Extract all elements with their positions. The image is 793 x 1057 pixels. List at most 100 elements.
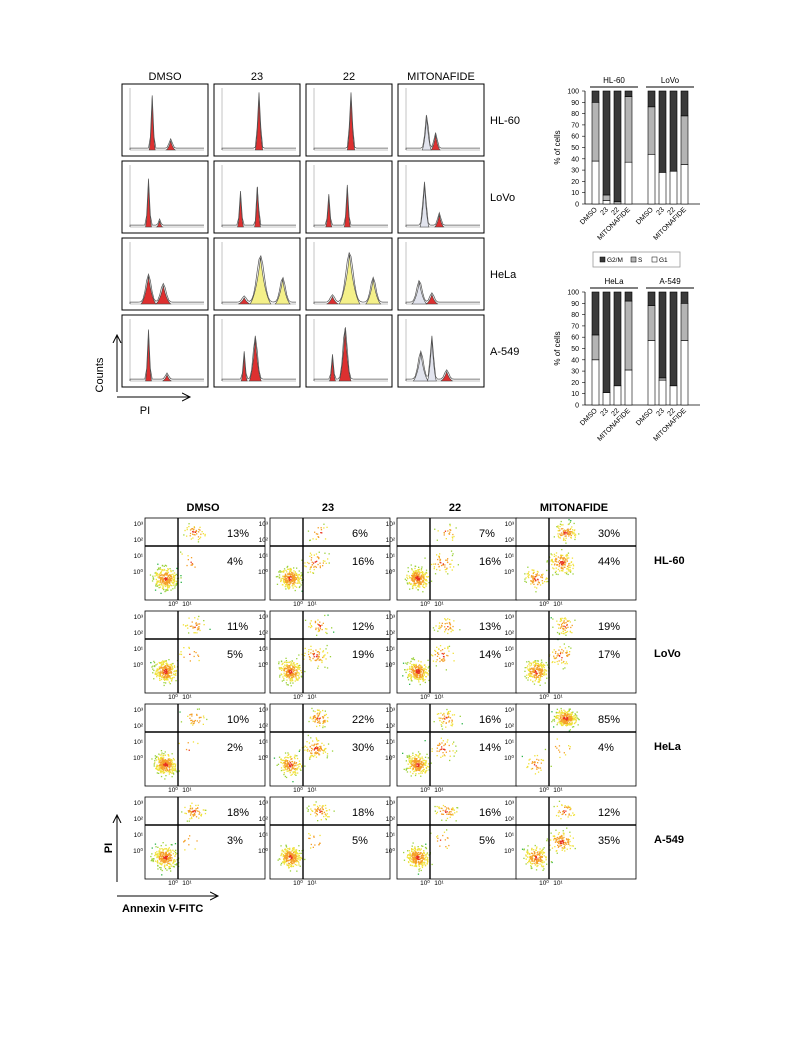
histogram-peak — [430, 134, 441, 151]
quadrant-lower-right-pct: 5% — [479, 835, 495, 847]
scatter-x-tick-label: 10⁰ — [420, 693, 430, 701]
bar-category-label: DMSO — [579, 407, 599, 427]
bar-segment-s — [680, 302, 689, 341]
scatter-y-tick-label: 10¹ — [386, 739, 396, 746]
quadrant-upper-right-pct: 22% — [352, 714, 374, 726]
quadrant-upper-right-pct: 12% — [352, 621, 374, 633]
scatter-y-tick-label: 10¹ — [134, 646, 144, 653]
scatter-x-tick-label: 10⁰ — [293, 693, 303, 701]
bar-segment-s — [591, 102, 600, 162]
scatter-row-label: LoVo — [654, 648, 681, 660]
histogram-trace — [405, 114, 480, 150]
quadrant-upper-right-pct: 18% — [227, 807, 249, 819]
bar-y-tick-label: 20 — [571, 179, 579, 186]
quadrant-lower-right-pct: 4% — [598, 742, 614, 754]
scatter-y-tick-label: 10² — [386, 816, 396, 823]
bar-segment-g2m — [658, 90, 667, 173]
scatter-y-tick-label: 10⁰ — [504, 847, 514, 855]
histogram-panel — [121, 314, 209, 388]
quadrant-lower-right-pct: 16% — [479, 556, 501, 568]
bar-segment-g2m — [669, 291, 678, 387]
scatter-x-tick-label: 10⁰ — [539, 786, 549, 794]
scatter-y-tick-label: 10¹ — [259, 832, 269, 839]
bar-y-axis-label: % of cells — [553, 130, 562, 164]
histogram-peak — [274, 279, 291, 305]
histogram-panel — [397, 314, 485, 388]
bar-segment-g2m — [624, 291, 633, 302]
histogram-trace — [405, 279, 480, 304]
bar-y-tick-label: 30 — [571, 369, 579, 376]
histogram-trace — [129, 329, 204, 381]
scatter-y-tick-label: 10² — [505, 816, 515, 823]
quadrant-upper-right-pct: 85% — [598, 714, 620, 726]
bar-category-label: 23 — [655, 407, 666, 418]
scatter-panel: 10³ 10² 10¹ 10⁰ 10⁰ 10¹ 13% 4% — [133, 517, 266, 608]
scatter-x-tick-label: 10⁰ — [168, 693, 178, 701]
bar-segment-s — [647, 106, 656, 155]
scatter-y-tick-label: 10¹ — [259, 553, 269, 560]
scatter-y-tick-label: 10³ — [259, 707, 269, 714]
scatter-x-tick-label: 10¹ — [182, 601, 192, 608]
bar-segment-s — [624, 300, 633, 371]
scatter-y-tick-label: 10¹ — [259, 739, 269, 746]
bar-segment-s — [613, 201, 622, 205]
bar-y-tick-label: 80 — [571, 111, 579, 118]
scatter-x-tick-label: 10⁰ — [539, 600, 549, 608]
bar-segment-g1 — [647, 340, 656, 406]
quadrant-upper-right-pct: 11% — [227, 621, 248, 633]
histogram-panel — [305, 314, 393, 388]
bar-segment-g1 — [602, 392, 611, 406]
scatter-y-tick-label: 10³ — [505, 521, 515, 528]
bar-segment-g1 — [680, 340, 689, 406]
bar-category-label: 22 — [666, 407, 677, 418]
histogram-trace — [405, 335, 480, 381]
histogram-trace — [313, 184, 388, 227]
scatter-panel: 10³ 10² 10¹ 10⁰ 10⁰ 10¹ 18% 3% — [133, 796, 266, 887]
histogram-trace — [129, 95, 204, 150]
scatter-y-tick-label: 10² — [259, 630, 269, 637]
quadrant-upper-right-pct: 10% — [227, 714, 249, 726]
histogram-row-label: A-549 — [490, 346, 519, 358]
scatter-y-tick-label: 10¹ — [386, 646, 396, 653]
scatter-y-tick-label: 10² — [134, 630, 144, 637]
quadrant-upper-right-pct: 13% — [479, 621, 501, 633]
scatter-y-tick-label: 10³ — [386, 800, 396, 807]
scatter-x-tick-label: 10¹ — [553, 694, 563, 701]
bar-y-tick-label: 60 — [571, 335, 579, 342]
scatter-x-tick-label: 10¹ — [434, 787, 444, 794]
histogram-trace — [313, 92, 388, 150]
bar-segment-g1 — [624, 369, 633, 406]
histogram-peak — [162, 373, 172, 382]
scatter-panel: 10³ 10² 10¹ 10⁰ 10⁰ 10¹ 12% 35% — [504, 796, 637, 887]
scatter-y-tick-label: 10⁰ — [385, 661, 395, 669]
bar-segment-s — [680, 115, 689, 165]
scatter-y-tick-label: 10¹ — [259, 646, 269, 653]
histogram-panel — [305, 237, 393, 311]
bar-segment-g1 — [613, 385, 622, 406]
scatter-y-tick-label: 10⁰ — [258, 661, 268, 669]
bar-segment-g2m — [658, 291, 667, 379]
histogram-peak — [140, 276, 157, 305]
legend-label: S — [638, 257, 643, 264]
scatter-x-tick-label: 10⁰ — [168, 879, 178, 887]
quadrant-upper-right-pct: 6% — [352, 528, 368, 540]
scatter-x-tick-label: 10¹ — [182, 880, 192, 887]
histogram-peak — [365, 279, 382, 305]
histogram-peak — [155, 285, 172, 305]
scatter-panel: 10³ 10² 10¹ 10⁰ 10⁰ 10¹ 7% 16% — [385, 517, 518, 608]
histogram-trace — [129, 273, 204, 304]
scatter-y-tick-label: 10³ — [386, 521, 396, 528]
scatter-x-tick-label: 10⁰ — [168, 786, 178, 794]
bar-segment-g2m — [602, 90, 611, 196]
quadrant-lower-right-pct: 44% — [598, 556, 620, 568]
quadrant-lower-right-pct: 19% — [352, 649, 374, 661]
bar-category-label: DMSO — [635, 206, 655, 226]
histogram-peak — [411, 282, 428, 305]
scatter-x-tick-label: 10¹ — [434, 880, 444, 887]
bar-segment-s — [591, 334, 600, 361]
quadrant-upper-right-pct: 19% — [598, 621, 620, 633]
histogram-panel — [213, 314, 301, 388]
scatter-y-tick-label: 10² — [386, 723, 396, 730]
bar-segment-g2m — [613, 90, 622, 203]
scatter-y-tick-label: 10² — [386, 537, 396, 544]
